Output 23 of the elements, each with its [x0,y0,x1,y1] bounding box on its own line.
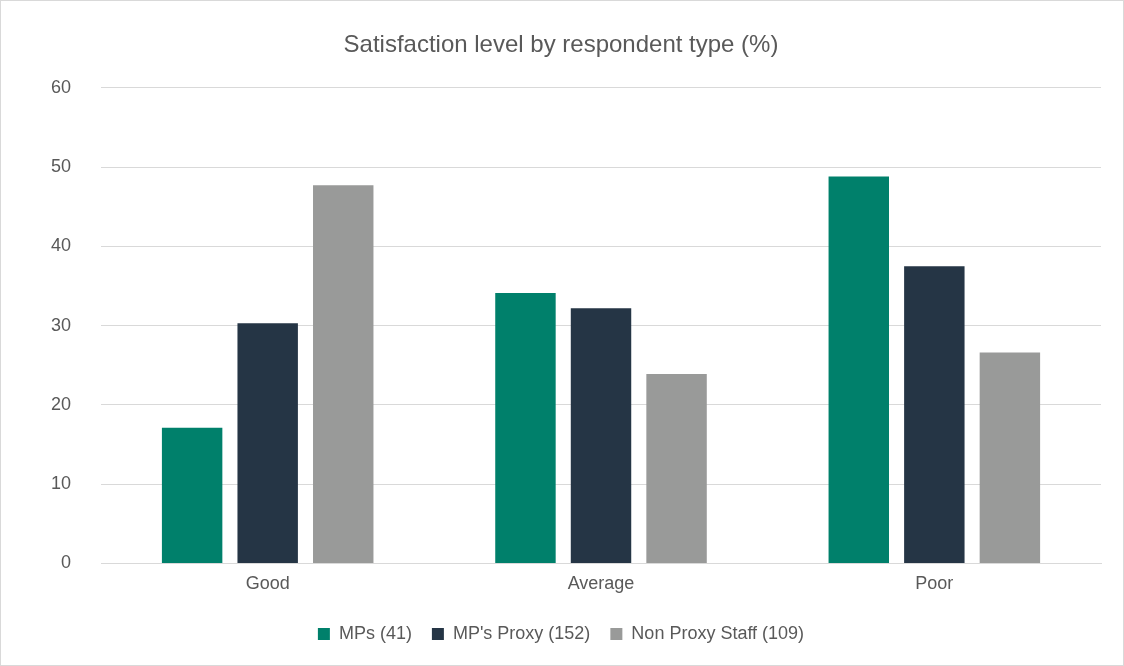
chart-title: Satisfaction level by respondent type (%) [343,30,779,58]
bar [570,308,632,563]
y-tick-label: 20 [50,393,72,414]
bar [646,373,707,563]
legend-label: MPs (41) [338,622,412,643]
bar [313,185,374,563]
y-tick-label: 40 [50,235,72,256]
bar [495,293,556,563]
y-tick-label: 0 [61,552,72,573]
bar [828,176,890,563]
bar [161,427,223,563]
bar [904,266,965,563]
legend-label: MP's Proxy (152) [452,622,591,643]
y-tick-label: 60 [50,76,72,97]
bar [237,323,298,563]
x-tick-label: Poor [915,573,954,594]
y-tick-label: 10 [50,473,72,494]
x-tick-label: Average [567,573,635,594]
x-tick-label: Good [245,573,290,594]
y-tick-label: 30 [50,314,72,335]
bar [979,352,1041,563]
legend-label: Non Proxy Staff (109) [631,622,805,643]
y-tick-label: 50 [50,156,72,177]
